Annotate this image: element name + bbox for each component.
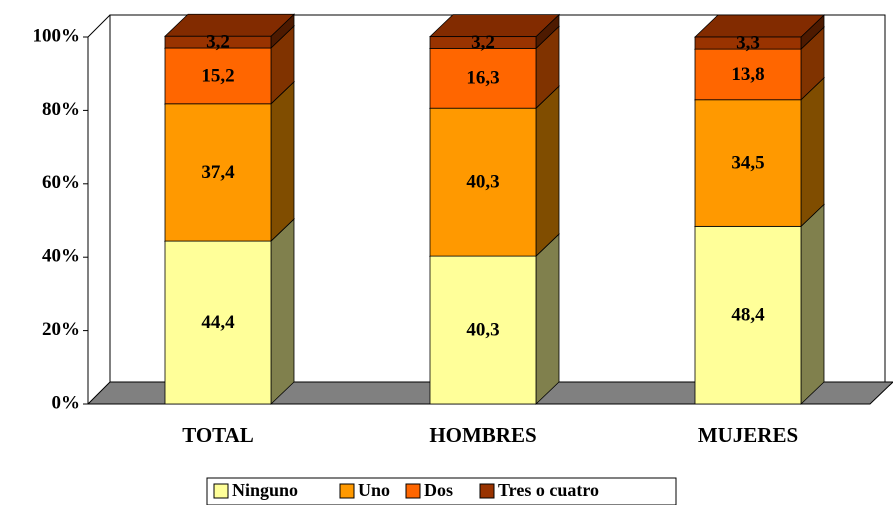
bar (429, 36, 537, 49)
bar-side (800, 203, 825, 405)
x-tick-label: HOMBRES (429, 423, 536, 447)
bar (164, 35, 272, 49)
value-label: 15,2 (201, 65, 234, 86)
legend-label: Uno (358, 480, 390, 500)
value-label: 40,3 (466, 172, 499, 193)
x-tick-label: MUJERES (698, 423, 798, 447)
value-label: 37,4 (201, 162, 235, 183)
bar-side (270, 80, 295, 242)
bar-side (535, 233, 560, 405)
bar (694, 225, 802, 405)
x-tick-label: TOTAL (182, 423, 254, 447)
bar (694, 99, 802, 227)
y-tick-label: 80% (42, 99, 80, 120)
legend-swatch (479, 483, 495, 499)
axis-edge (87, 14, 111, 38)
y-tick-label: 40% (42, 246, 80, 267)
value-label: 3,2 (471, 32, 495, 53)
value-label: 13,8 (731, 64, 764, 85)
bar (429, 255, 537, 405)
legend-label: Ninguno (232, 480, 298, 500)
bar (694, 36, 802, 50)
value-label: 44,4 (201, 312, 235, 333)
bar (694, 48, 802, 101)
legend-swatch (213, 483, 229, 499)
value-label: 40,3 (466, 319, 499, 340)
legend-swatch (339, 483, 355, 499)
y-tick-label: 0% (52, 392, 81, 413)
value-label: 34,5 (731, 152, 764, 173)
bar (164, 240, 272, 405)
value-label: 3,2 (206, 31, 230, 52)
bar-side (535, 85, 560, 258)
bar (164, 47, 272, 105)
y-tick-label: 60% (42, 172, 80, 193)
legend-swatch (405, 483, 421, 499)
bar (429, 107, 537, 257)
y-tick-label: 20% (42, 319, 80, 340)
y-tick-label: 100% (33, 25, 81, 46)
value-label: 16,3 (466, 68, 499, 89)
legend-box (206, 477, 677, 505)
bar-side (800, 76, 825, 228)
value-label: 48,4 (731, 305, 765, 326)
value-label: 3,3 (736, 32, 760, 53)
bar-side (270, 218, 295, 405)
legend-label: Dos (424, 480, 453, 500)
legend-label: Tres o cuatro (498, 480, 599, 500)
bar (164, 103, 272, 242)
bar (429, 47, 537, 109)
